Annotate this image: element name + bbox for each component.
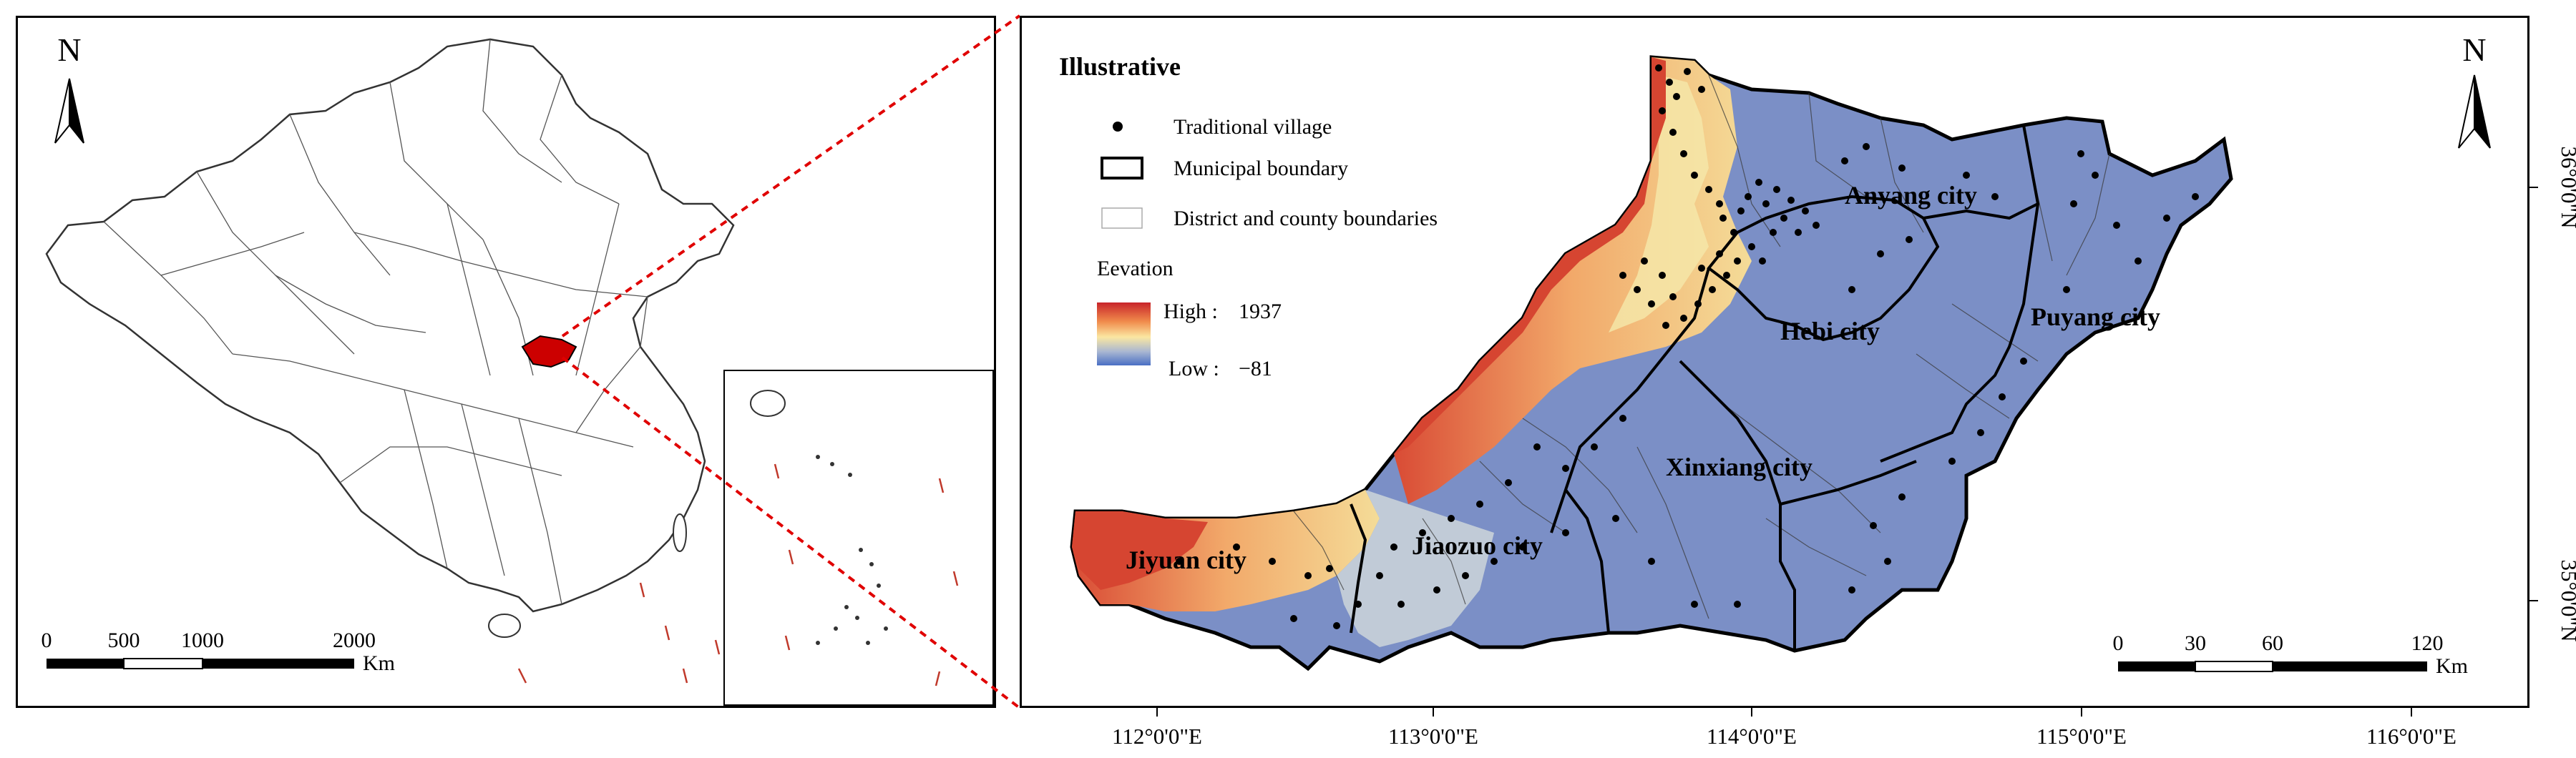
x-axis-label-116: 116°0'0"E [2366, 724, 2457, 749]
city-label-hebi: Hebi city [1780, 317, 1880, 345]
y-axis-label-35: 35°0'0"N [2557, 559, 2576, 641]
legend-elevation-title: Eevation [1097, 257, 1174, 280]
legend-municipal-label: Municipal boundary [1174, 157, 1348, 180]
x-axis-label-115: 115°0'0"E [2036, 724, 2127, 749]
svg-text:N: N [57, 31, 81, 68]
hainan-island [488, 614, 521, 638]
mountain-west-red [1072, 511, 1208, 590]
legend-low-label: Low : [1169, 357, 1219, 380]
city-label-puyang: Puyang city [2031, 302, 2160, 331]
city-label-jiaozuo: Jiaozuo city [1412, 531, 1543, 560]
legend-high-value: 1937 [1239, 300, 1282, 323]
x-axis-label-112: 112°0'0"E [1112, 724, 1202, 749]
transition-zone [1337, 490, 1494, 647]
svg-text:1000: 1000 [181, 629, 224, 652]
legend: Illustrative Traditional village Municip… [1059, 52, 1438, 380]
city-label-xinxiang: Xinxiang city [1666, 453, 1813, 481]
scale-bar-detail: 0 30 60 120 Km [2113, 631, 2469, 678]
legend-title: Illustrative [1059, 52, 1181, 81]
legend-district-symbol [1101, 207, 1143, 229]
municipal-boundaries [1350, 124, 2040, 651]
legend-village-symbol [1113, 122, 1123, 132]
x-axis-label-113: 113°0'0"E [1388, 724, 1478, 749]
svg-text:Km: Km [2436, 654, 2468, 678]
overview-map-svg: N 0 500 1000 2000 Km [42, 31, 735, 684]
y-axis-label-36: 36°0'0"N [2557, 146, 2576, 228]
taiwan-island [673, 513, 687, 552]
legend-village-label: Traditional village [1174, 115, 1332, 139]
north-arrow-detail: N [2458, 31, 2491, 149]
sea-boundary-marks [517, 582, 721, 684]
legend-high-label: High : [1163, 300, 1218, 323]
city-label-anyang: Anyang city [1845, 181, 1977, 210]
svg-text:120: 120 [2411, 631, 2444, 655]
elevation-ramp [1097, 302, 1151, 365]
detail-map-panel: Anyang city Hebi city Puyang city Xinxia… [1020, 16, 2529, 708]
city-label-jiyuan: Jiyuan city [1126, 546, 1246, 574]
south-sea-inset [723, 370, 994, 706]
province-boundaries [103, 39, 648, 605]
svg-text:0: 0 [2113, 631, 2124, 655]
scale-bar-overview: 0 500 1000 2000 Km [42, 629, 396, 675]
svg-text:60: 60 [2262, 631, 2283, 655]
village-points [1176, 64, 2199, 629]
svg-text:N: N [2462, 31, 2486, 68]
svg-text:0: 0 [42, 629, 52, 652]
svg-text:2000: 2000 [333, 629, 376, 652]
legend-low-value: −81 [1239, 357, 1272, 380]
svg-text:500: 500 [108, 629, 140, 652]
legend-district-label: District and county boundaries [1174, 207, 1438, 230]
legend-municipal-symbol [1101, 157, 1143, 179]
x-axis-label-114: 114°0'0"E [1707, 724, 1797, 749]
svg-text:30: 30 [2185, 631, 2206, 655]
overview-map-panel: N 0 500 1000 2000 Km [16, 16, 996, 708]
north-arrow-overview: N [54, 31, 84, 144]
svg-text:Km: Km [363, 651, 395, 675]
mountain-core [1609, 75, 1709, 333]
detail-map-svg: Anyang city Hebi city Puyang city Xinxia… [1059, 31, 2491, 678]
